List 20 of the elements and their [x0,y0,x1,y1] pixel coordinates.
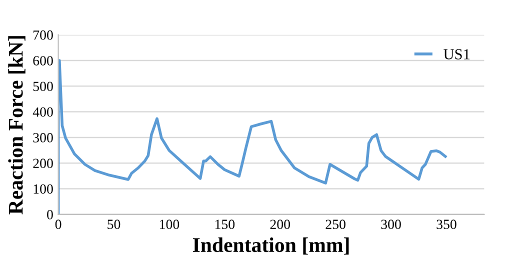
x-tick-label: 300 [381,220,401,230]
y-axis-title: Reaction Force [kN] [8,36,26,214]
y-tick-label: 400 [32,107,53,117]
y-tick-label: 300 [33,133,53,142]
legend-label: US1 [444,49,470,60]
x-tick-label: 150 [215,220,235,230]
y-tick-label: 200 [33,158,53,168]
y-tick-label: 600 [33,56,53,66]
x-tick-label: 250 [326,220,346,230]
y-tick-label: 0 [47,210,53,220]
x-tick-label: 50 [108,220,120,230]
x-tick-label: 350 [436,220,456,230]
x-tick-label: 0 [55,220,62,230]
x-tick-label: 200 [270,220,290,230]
y-tick-label: 700 [34,30,53,40]
x-tick-label: 100 [160,220,180,230]
line-series [58,59,447,214]
x-axis-title: Indentation [mm] [192,237,349,255]
y-tick-label: 100 [34,184,53,194]
y-tick-label: 500 [33,82,53,92]
